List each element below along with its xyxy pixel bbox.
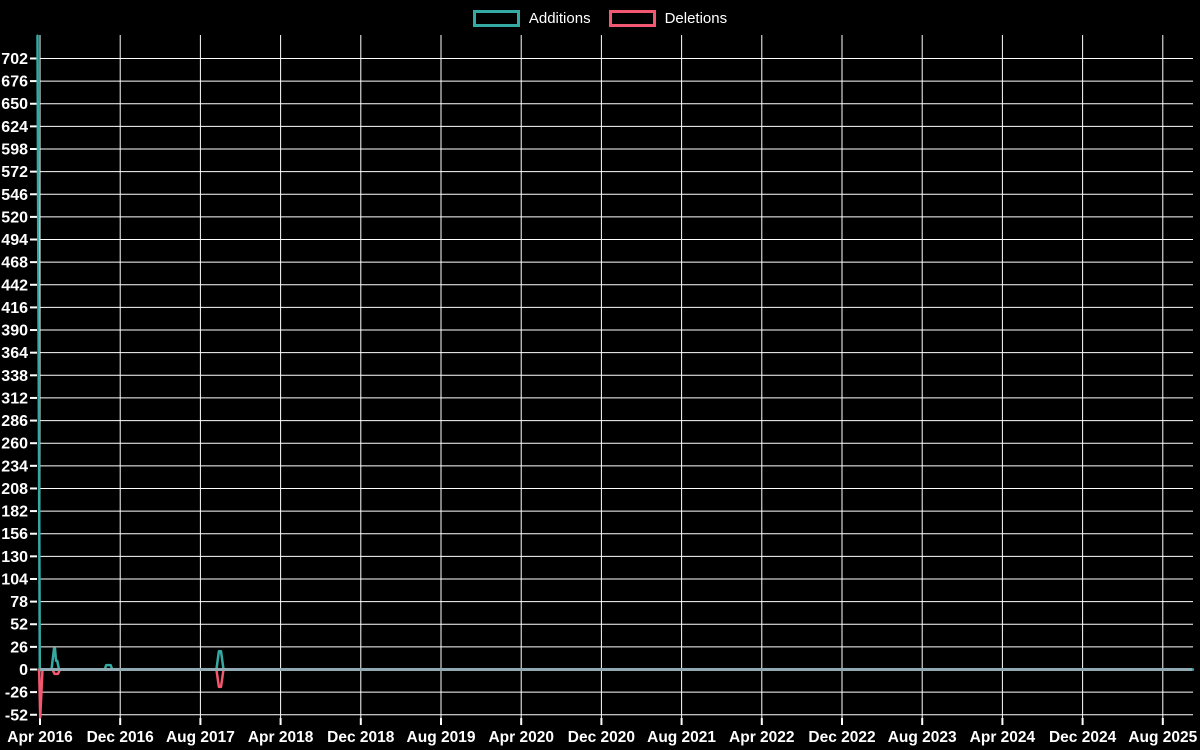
x-axis-tick-label: Apr 2020 bbox=[488, 729, 553, 746]
x-axis-tick-label: Aug 2023 bbox=[888, 729, 957, 746]
y-axis-tick-label: 208 bbox=[1, 481, 28, 498]
series-line-deletions bbox=[37, 668, 1195, 719]
y-axis-tick-label: 0 bbox=[19, 662, 28, 679]
y-axis-tick-label: 156 bbox=[1, 526, 28, 543]
y-axis-tick-label: 650 bbox=[1, 96, 28, 113]
chart-legend: Additions Deletions bbox=[0, 6, 1200, 30]
y-axis-tick-label: 26 bbox=[10, 639, 28, 656]
y-axis-tick-label: 546 bbox=[1, 187, 28, 204]
y-axis-tick-label: 182 bbox=[1, 504, 28, 521]
y-axis-tick-label: 598 bbox=[1, 142, 28, 159]
y-axis-tick-label: 104 bbox=[1, 571, 28, 588]
x-axis-tick-label: Dec 2018 bbox=[327, 729, 395, 746]
y-axis-tick-label: 390 bbox=[1, 323, 28, 340]
y-axis-tick-label: 130 bbox=[1, 549, 28, 566]
legend-label-additions: Additions bbox=[528, 9, 591, 27]
x-axis-tick-label: Dec 2024 bbox=[1049, 729, 1117, 746]
x-axis-tick-label: Apr 2018 bbox=[248, 729, 314, 746]
x-axis-tick-label: Apr 2022 bbox=[729, 729, 794, 746]
x-axis-tick-label: Apr 2016 bbox=[7, 729, 73, 746]
y-axis-tick-label: 676 bbox=[1, 74, 28, 91]
y-axis-tick-label: 78 bbox=[10, 594, 28, 611]
y-axis-tick-label: 52 bbox=[10, 617, 28, 634]
x-axis-tick-label: Apr 2024 bbox=[970, 729, 1036, 746]
legend-item-additions[interactable]: Additions bbox=[472, 9, 591, 27]
y-axis-tick-label: 364 bbox=[1, 345, 28, 362]
y-axis-tick-label: 312 bbox=[1, 390, 28, 407]
y-axis-tick-label: -26 bbox=[5, 685, 28, 702]
legend-label-deletions: Deletions bbox=[664, 9, 728, 27]
y-axis-tick-label: 702 bbox=[1, 51, 28, 68]
x-axis-tick-label: Dec 2022 bbox=[808, 729, 875, 746]
x-axis-tick-label: Dec 2016 bbox=[87, 729, 155, 746]
y-axis-tick-label: 520 bbox=[1, 209, 28, 226]
x-axis-tick-label: Aug 2025 bbox=[1128, 729, 1197, 746]
y-axis-tick-label: 234 bbox=[1, 458, 28, 475]
y-axis-tick-label: 572 bbox=[1, 164, 28, 181]
y-axis-tick-label: 624 bbox=[1, 119, 28, 136]
y-axis-tick-label: 338 bbox=[1, 368, 28, 385]
y-axis-tick-label: 468 bbox=[1, 255, 28, 272]
legend-item-deletions[interactable]: Deletions bbox=[608, 9, 728, 27]
x-axis-tick-label: Aug 2017 bbox=[166, 729, 235, 746]
y-axis-tick-label: -52 bbox=[5, 707, 28, 724]
y-axis-tick-label: 286 bbox=[1, 413, 28, 430]
x-axis-tick-label: Aug 2021 bbox=[647, 729, 716, 746]
y-axis-tick-label: 494 bbox=[1, 232, 28, 249]
y-axis-tick-label: 442 bbox=[1, 277, 28, 294]
additions-swatch-icon bbox=[472, 9, 520, 27]
y-axis-tick-label: 260 bbox=[1, 436, 28, 453]
y-axis-tick-label: 416 bbox=[1, 300, 28, 317]
deletions-swatch-icon bbox=[608, 9, 656, 27]
x-axis-tick-label: Dec 2020 bbox=[568, 729, 635, 746]
x-axis-tick-label: Aug 2019 bbox=[407, 729, 476, 746]
